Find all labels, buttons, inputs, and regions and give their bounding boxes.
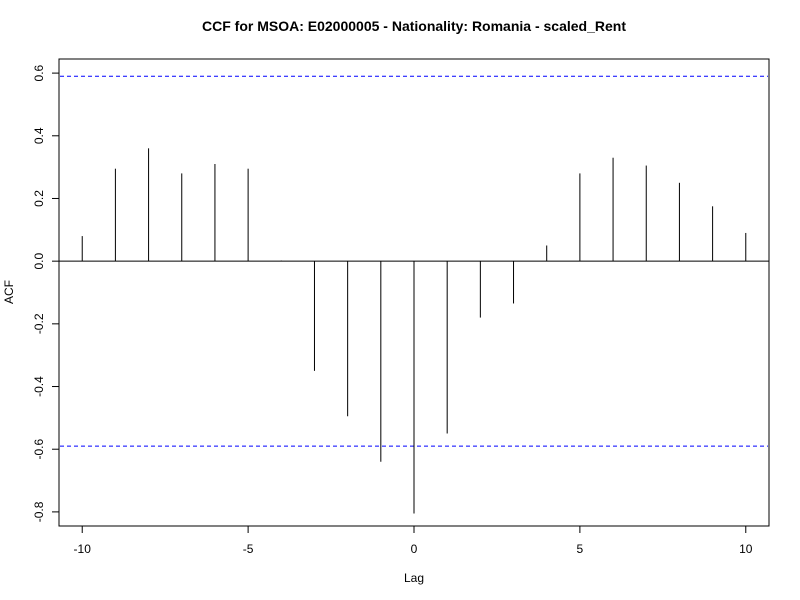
x-tick-label: -5 [243, 542, 254, 556]
y-tick-label: 0.4 [32, 127, 46, 144]
y-tick-label: 0.2 [32, 190, 46, 207]
x-tick-label: 10 [739, 542, 753, 556]
x-axis: -10 -5 0 5 10 [74, 525, 753, 556]
y-tick-label: -0.8 [32, 501, 46, 522]
ccf-bars [81, 148, 747, 514]
x-tick-label: 5 [577, 542, 584, 556]
x-tick-label: -10 [74, 542, 92, 556]
y-tick-label: -0.6 [32, 439, 46, 460]
y-tick-label: 0.0 [32, 252, 46, 269]
x-axis-label: Lag [404, 571, 424, 585]
y-tick-label: -0.4 [32, 376, 46, 397]
y-tick-label: -0.2 [32, 313, 46, 334]
y-tick-label: 0.6 [32, 64, 46, 81]
chart-title: CCF for MSOA: E02000005 - Nationality: R… [202, 18, 626, 34]
y-axis-label: ACF [2, 280, 16, 304]
x-tick-label: 0 [411, 542, 418, 556]
y-axis: -0.8 -0.6 -0.4 -0.2 0.0 0.2 0.4 0.6 [32, 64, 60, 522]
